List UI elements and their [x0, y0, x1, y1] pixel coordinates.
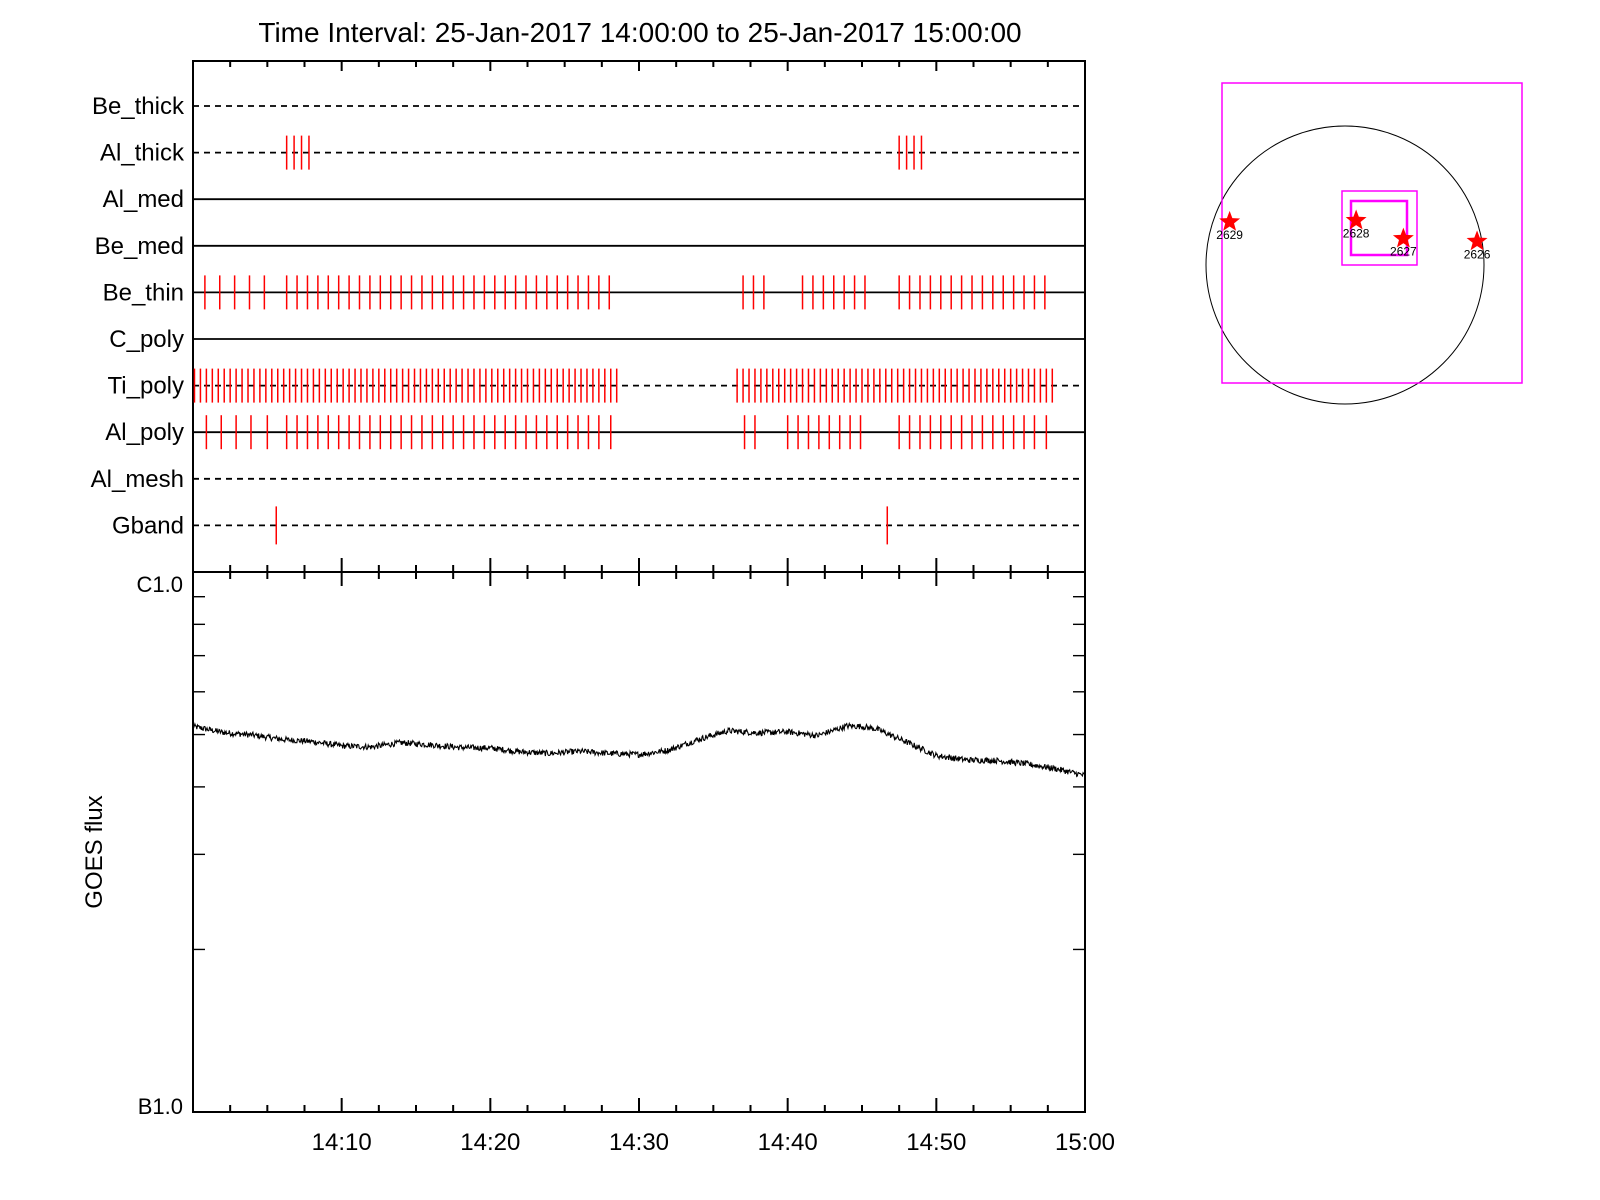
active-region-label: 2628 — [1343, 227, 1370, 241]
y-tick-label: C1.0 — [137, 572, 183, 597]
flux-frame — [192, 571, 1086, 1113]
active-region-label: 2626 — [1464, 247, 1491, 261]
solar-disk-panel: 2629 2628 2627 2626 — [1205, 82, 1523, 405]
x-tick-label: 14:40 — [758, 1129, 818, 1156]
active-region-star — [1466, 230, 1488, 251]
timeline-row-label: Be_med — [95, 233, 184, 260]
timeline-row-label: Al_med — [103, 186, 184, 213]
timeline-row-label: Be_thin — [103, 279, 184, 306]
x-tick-label: 14:50 — [906, 1129, 966, 1156]
x-tick-label: 15:00 — [1055, 1129, 1115, 1156]
goes-flux-panel: 14:10 14:20 14:30 14:40 14:50 15:00 C1.0 B1.0 GO… — [81, 558, 1115, 1156]
active-region-label: 2629 — [1216, 228, 1243, 242]
y-axis-label: GOES flux — [81, 795, 108, 908]
solar-limb-circle — [1205, 125, 1485, 405]
pointing-box-outer — [1341, 190, 1418, 266]
timeline-frame — [192, 60, 1086, 573]
timeline-row-label: C_poly — [109, 326, 184, 353]
y-tick-label: B1.0 — [138, 1094, 183, 1119]
active-region-star — [1345, 209, 1367, 230]
active-region-star — [1392, 227, 1414, 248]
active-region-star — [1219, 210, 1241, 231]
timeline-row-label: Ti_poly — [108, 373, 184, 400]
goes-flux-curve — [192, 721, 1086, 778]
x-tick-label: 14:10 — [312, 1129, 372, 1156]
field-of-view-box — [1221, 82, 1523, 384]
timeline-row-label: Al_thick — [100, 140, 185, 167]
timeline-row-label: Al_poly — [105, 419, 184, 446]
timeline-row-label: Gband — [112, 512, 184, 539]
timeline-row-label: Be_thick — [92, 93, 185, 120]
figure-title: Time Interval: 25-Jan-2017 14:00:00 to 2… — [258, 17, 1021, 48]
x-tick-label: 14:30 — [609, 1129, 669, 1156]
x-tick-label: 14:20 — [460, 1129, 520, 1156]
timeline-row-label: Al_mesh — [91, 466, 184, 493]
active-region-label: 2627 — [1390, 245, 1417, 259]
timeline-panel: Be_thick Al_thick Al_med Be_med Be_thin C_pol… — [91, 60, 1086, 573]
